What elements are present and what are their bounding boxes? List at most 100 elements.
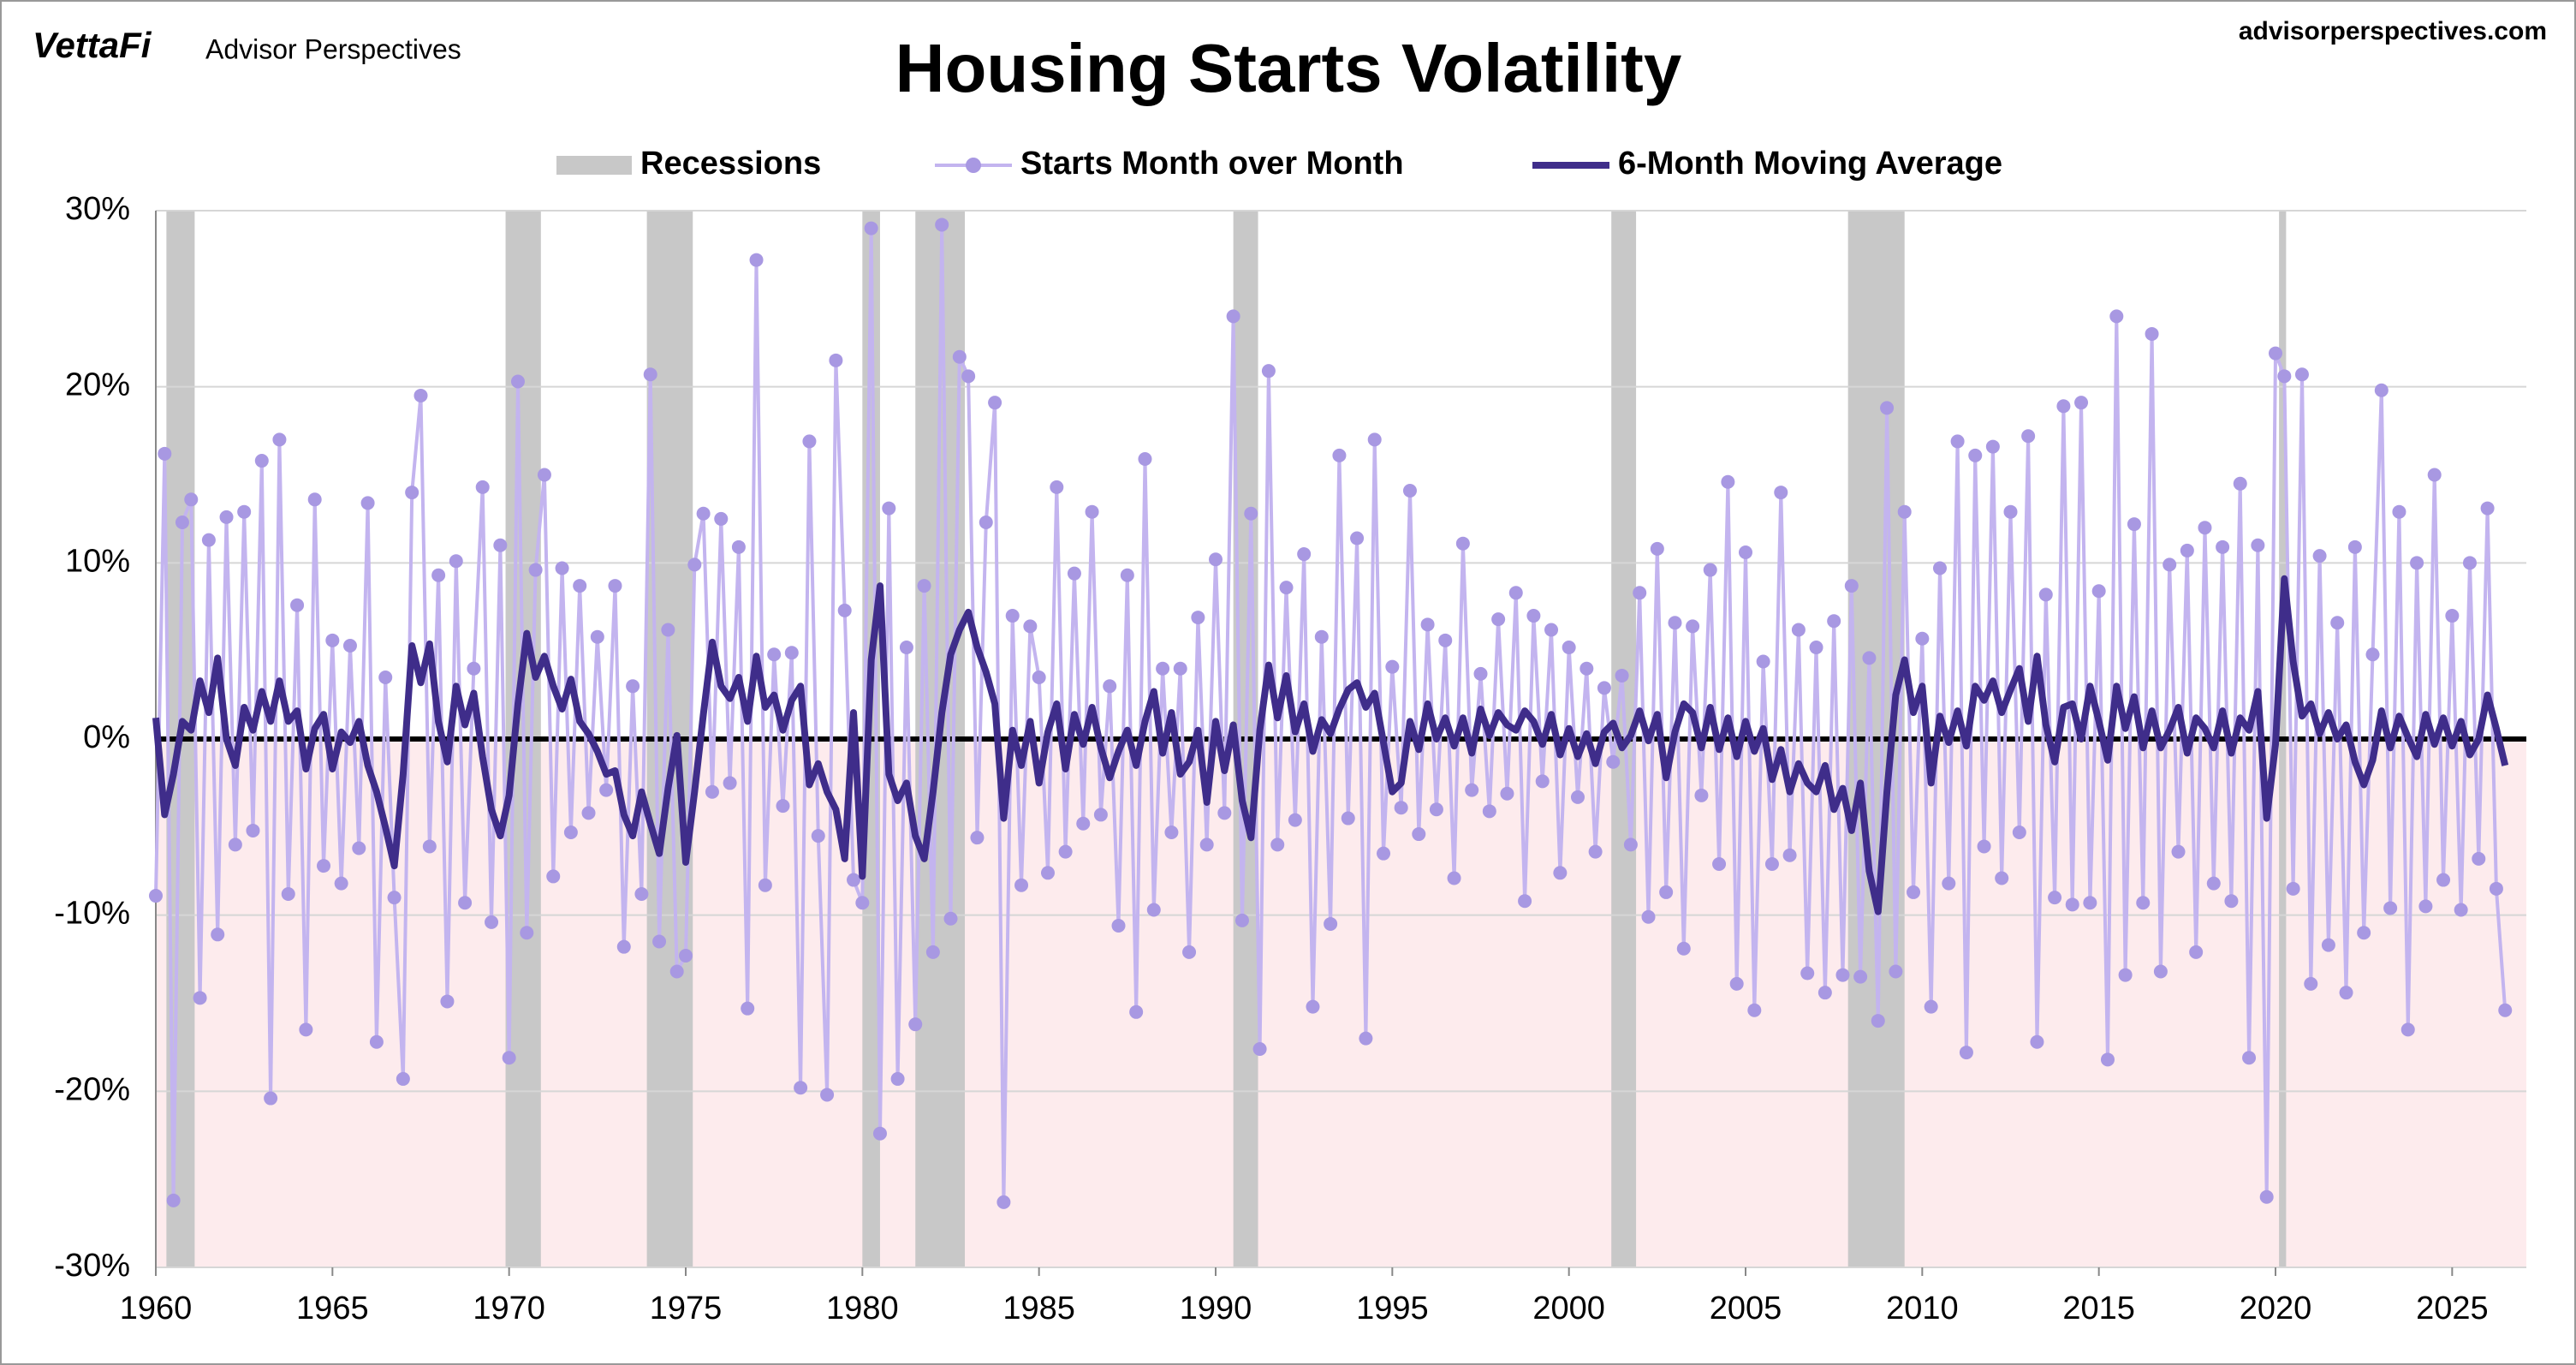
data-point [272,432,287,447]
data-point [1668,616,1682,630]
data-point [369,1034,384,1049]
data-point [1244,506,1258,521]
data-point [555,561,569,575]
data-point [1324,916,1338,931]
data-point [837,603,852,617]
data-point [342,638,357,653]
data-point [1615,668,1629,682]
y-tick-label: 0% [83,719,130,755]
data-point [2436,873,2451,887]
data-point [961,369,976,384]
data-point [2357,926,2371,940]
data-point [996,1195,1011,1209]
data-point [2321,938,2335,952]
data-point [626,679,640,694]
x-tick-label: 1965 [296,1290,369,1326]
data-point [2259,1189,2274,1204]
data-point [1173,661,1187,676]
legend-marker [966,158,981,173]
data-point [1782,848,1797,862]
brand: Advisor Perspectives [205,33,461,64]
data-point [2091,584,2106,599]
data-point [1880,401,1895,415]
data-point [847,873,861,887]
data-point [1862,651,1877,665]
legend-label: 6-Month Moving Average [1618,146,2002,182]
data-point [758,878,772,892]
data-point [1261,364,1276,379]
data-point [899,641,913,655]
data-point [228,837,242,852]
data-point [149,889,163,903]
data-point [2410,556,2424,570]
data-point [2480,501,2495,516]
data-point [1871,1014,1885,1028]
data-point [1279,581,1294,595]
data-point [1314,629,1329,644]
data-point [1915,631,1930,646]
data-point [864,221,878,235]
data-point [687,557,702,572]
data-point [1385,659,1400,674]
data-point [608,579,622,593]
data-point [1995,871,2009,885]
data-point [1120,568,1134,582]
data-point [211,927,225,942]
data-point [1473,666,1488,681]
data-point [1217,806,1232,820]
data-point [2180,543,2194,557]
data-point [307,492,322,507]
data-point [352,841,366,855]
data-point [935,218,949,232]
data-point [1412,827,1426,842]
data-point [360,496,375,510]
data-point [749,253,764,267]
data-point [1252,1041,1267,1056]
data-point [2392,504,2406,519]
data-point [493,538,508,552]
data-point [943,911,958,926]
data-point [1553,866,1568,880]
y-tick-label: 10% [65,543,130,579]
data-point [2012,826,2026,840]
data-point [811,829,825,843]
data-point [872,1126,887,1141]
data-point [219,510,234,524]
data-point [254,454,269,468]
data-point [193,991,207,1005]
legend-label: Recessions [640,146,821,182]
data-point [1756,654,1770,669]
y-tick-label: 30% [65,191,130,227]
data-point [2048,891,2062,905]
data-point [1853,969,1868,984]
data-point [2498,1003,2513,1017]
y-tick-label: -30% [54,1248,130,1284]
data-point [1518,894,1532,909]
data-point [1491,612,1506,627]
data-point [573,579,587,593]
data-point [325,633,340,647]
data-point [2074,396,2089,410]
data-point [1508,586,1523,600]
data-point [1050,480,1064,494]
data-point [599,783,614,797]
data-point [158,446,172,461]
data-point [2330,616,2345,630]
data-point [2056,399,2071,414]
data-point [1932,561,1947,575]
data-point [387,891,402,905]
data-point [1686,619,1700,634]
data-point [237,504,252,519]
data-point [1721,474,1735,489]
data-point [705,784,719,799]
y-tick-label: -10% [54,896,130,932]
legend-label: Starts Month over Month [1020,146,1404,182]
data-point [537,468,551,482]
data-point [246,823,260,837]
data-point [1791,623,1806,637]
data-point [1359,1031,1373,1046]
data-point [988,396,1002,410]
data-point [1809,641,1823,655]
x-tick-label: 2015 [2062,1290,2135,1326]
data-point [1455,536,1470,551]
